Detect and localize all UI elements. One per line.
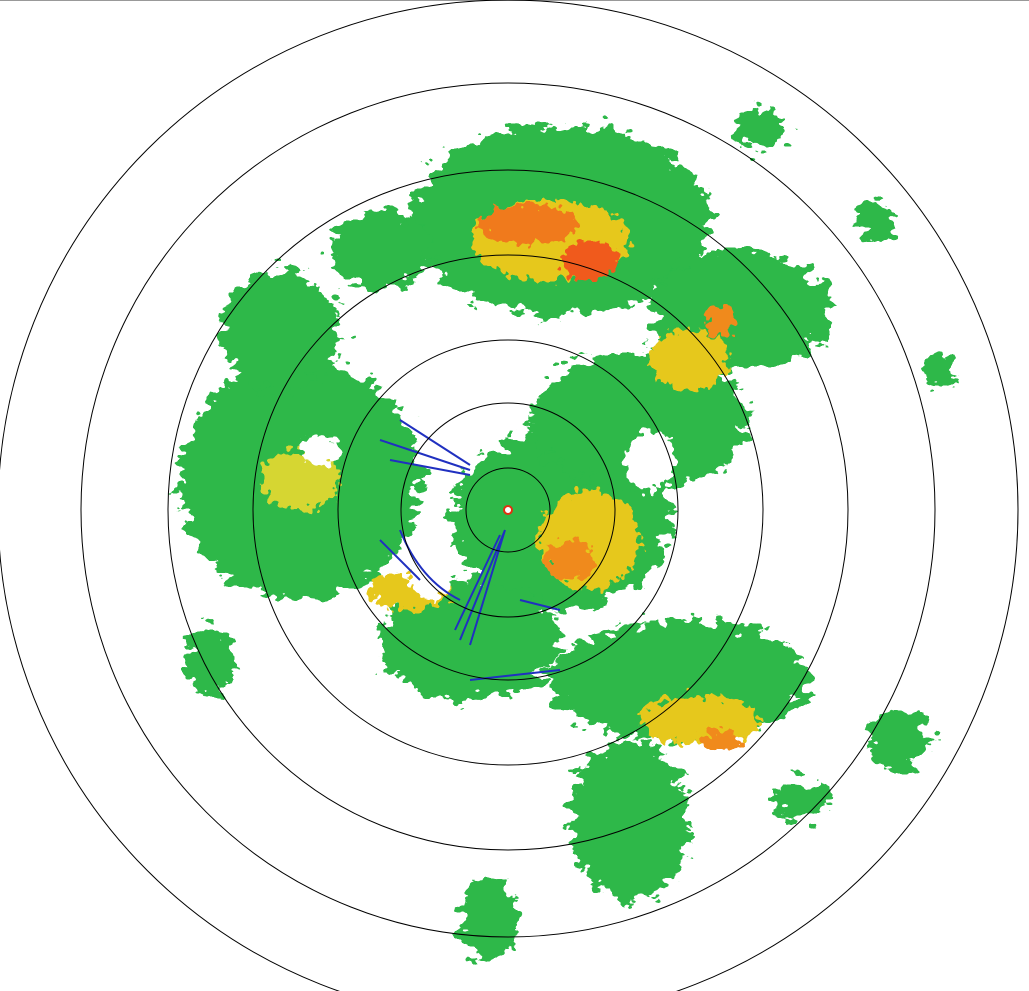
echo-gaps [300,350,675,600]
echo-orange [480,205,740,750]
radar-site [503,505,513,515]
echo-blue [379,419,561,681]
